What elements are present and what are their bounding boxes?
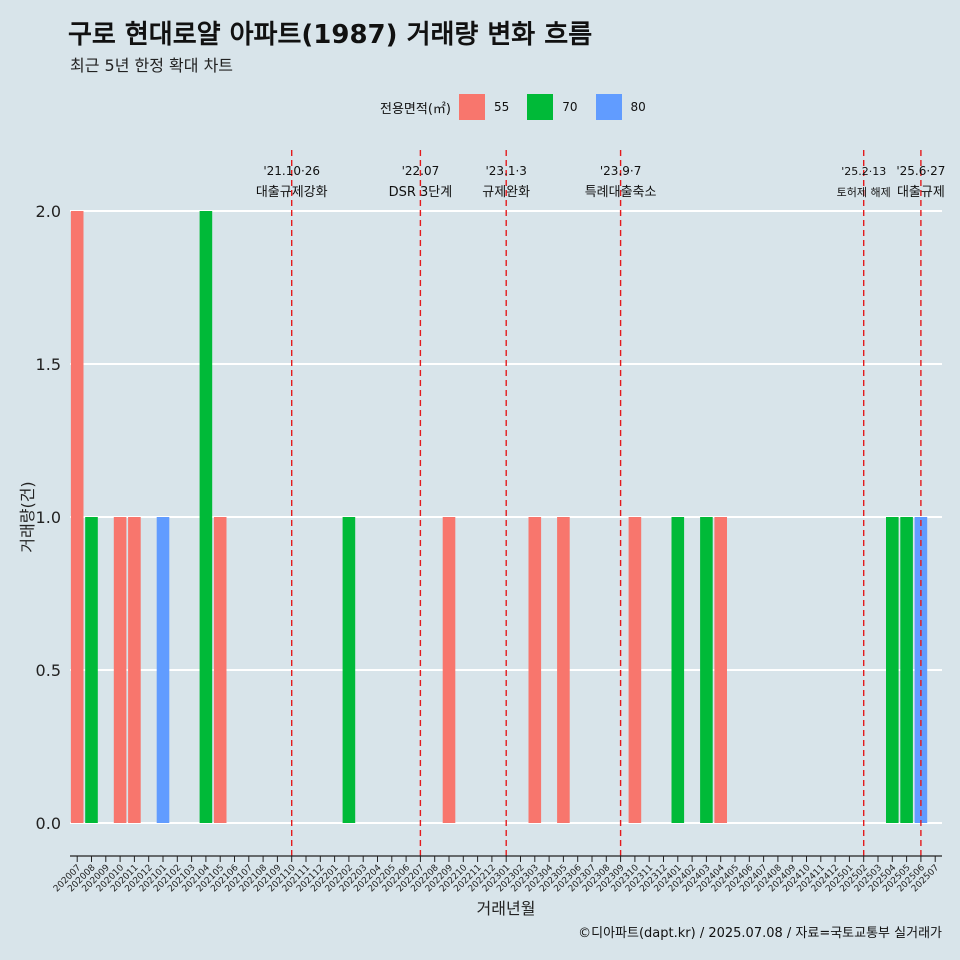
bar-55-202310 [628,517,642,823]
legend-title: 전용면적(㎡) [380,101,451,117]
legend-label-70: 70 [562,100,578,114]
bar-55-202209 [442,517,456,823]
y-tick-label: 1.0 [36,508,61,527]
event-date-202207: '22.07 [402,164,440,178]
event-label-202110: 대출규제강화 [256,185,328,200]
event-label-202301: 규제완화 [482,185,530,200]
event-label-202207: DSR 3단계 [389,185,453,200]
bar-55-202305 [557,517,570,823]
bar-55-202007 [70,211,84,823]
bar-70-202505 [900,517,913,823]
legend-key-80 [595,94,622,120]
event-date-202301: '23.1·3 [485,164,526,178]
bar-70-202504 [886,517,899,823]
bar-55-202404 [714,517,727,823]
bar-70-202008 [85,517,98,823]
legend-key-70 [527,94,554,120]
chart-title: 구로 현대로얄 아파트(1987) 거래량 변화 흐름 [68,20,593,50]
event-date-202110: '21.10·26 [263,164,320,178]
bar-55-202010 [113,517,127,823]
bar-70-202403 [700,517,713,823]
event-label-202502: 토허제 해제 [837,185,891,199]
chart-subtitle: 최근 5년 한정 확대 차트 [70,56,234,75]
event-label-202309: 특례대출축소 [585,185,657,200]
event-date-202502: '25.2·13 [841,165,886,178]
bar-70-202202 [342,517,356,823]
bar-55-202303 [528,517,542,823]
legend-label-55: 55 [493,100,510,114]
event-date-202309: '23.9·7 [600,164,641,178]
y-tick-label: 2.0 [36,202,61,221]
bar-70-202401 [671,517,685,823]
x-axis-title: 거래년월 [477,899,536,918]
bar-55-202105 [213,517,227,823]
bar-70-202104 [199,211,213,823]
y-tick-label: 1.5 [36,355,61,374]
y-tick-label: 0.5 [36,661,61,680]
bar-80-202101 [156,517,170,823]
y-tick-label: 0.0 [36,814,61,833]
bar-55-202011 [128,517,141,823]
legend-label-80: 80 [630,100,646,114]
source-caption: ©디아파트(dapt.kr) / 2025.07.08 / 자료=국토교통부 실… [578,926,942,941]
event-date-202506: '25.6·27 [896,164,945,178]
event-label-202506: 대출규제 [897,185,945,200]
legend-key-55 [458,94,485,120]
y-axis-title: 거래량(건) [18,481,37,552]
legend: 전용면적(㎡) 55 70 80 [380,94,664,120]
